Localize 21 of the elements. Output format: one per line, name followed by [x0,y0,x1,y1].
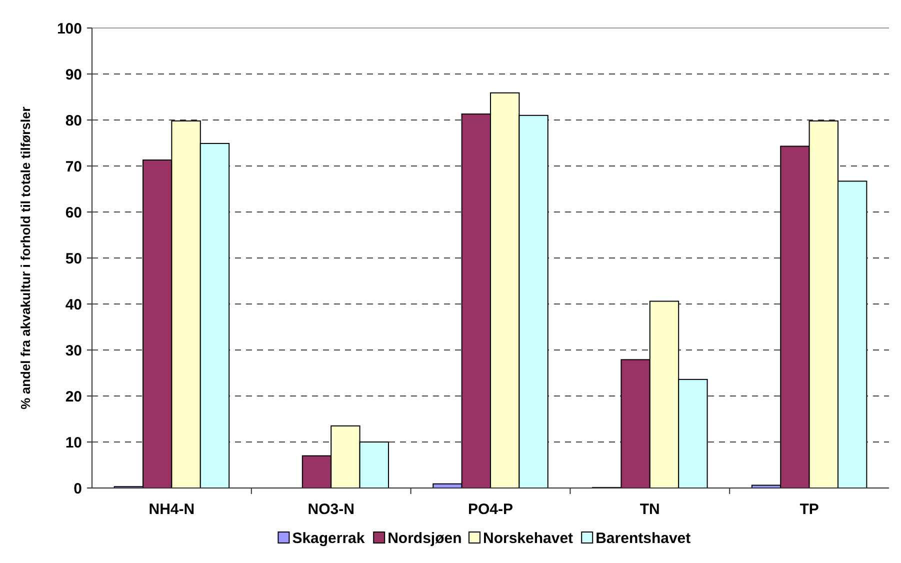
x-tick-label: NO3-N [308,501,354,518]
y-tick-label: 50 [65,250,82,268]
legend-label: Skagerrak [292,530,366,547]
y-tick-label: 100 [56,20,82,38]
x-tick-label: TP [800,501,819,518]
legend-label: Nordsjøen [388,530,462,547]
x-tick-label: PO4-P [468,501,514,518]
y-tick-label: 30 [65,342,82,360]
y-tick-label: 40 [65,296,82,314]
y-axis-title: % andel fra akvakultur i forhold til totale tilførsler [18,106,33,410]
y-tick-label: 60 [65,204,82,222]
x-tick-label: TN [640,501,660,518]
legend-label: Norskehavet [483,530,574,547]
legend-label: Barentshavet [596,530,691,547]
x-tick-label: NH4-N [148,501,195,518]
y-tick-label: 90 [65,66,82,84]
y-tick-label: 10 [65,434,82,452]
y-tick-label: 20 [65,388,82,406]
y-tick-label: 70 [65,158,82,176]
y-tick-label: 0 [74,480,82,498]
y-tick-label: 80 [65,112,82,130]
